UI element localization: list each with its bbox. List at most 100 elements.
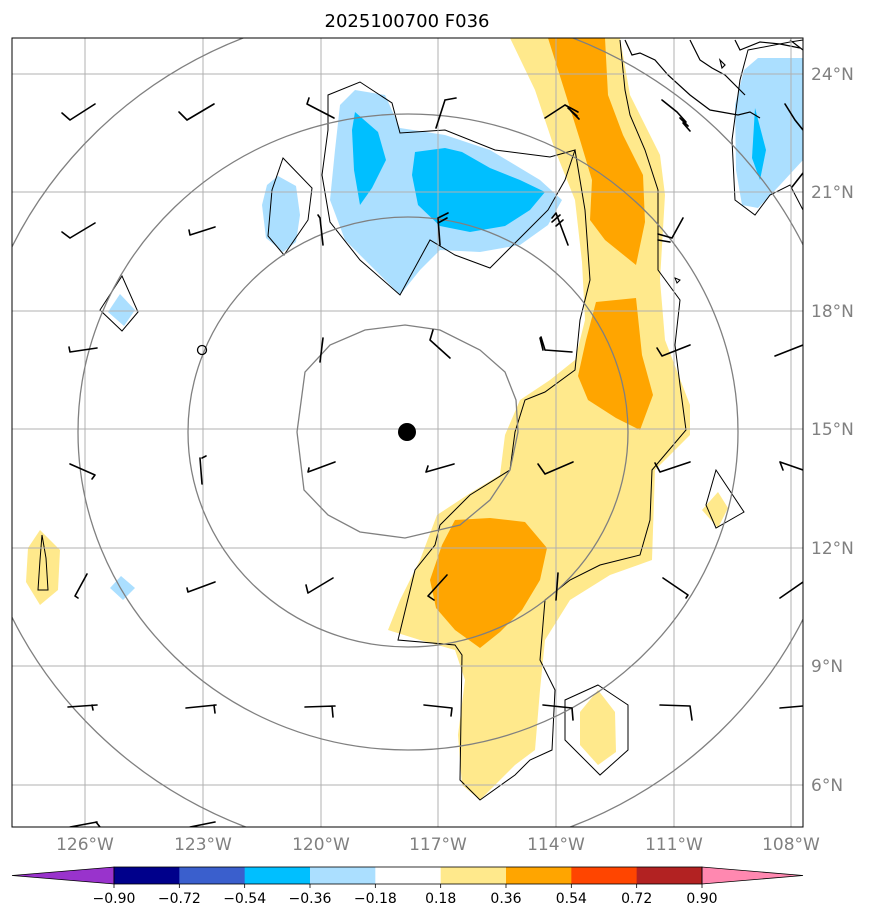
lon-label: 114°W [527,835,585,855]
lon-label: 120°W [292,835,350,855]
wind-barb [305,577,334,594]
lat-label: 24°N [811,65,854,85]
wind-barb [188,226,216,236]
wind-barb [657,217,684,243]
colorbar: −0.90 −0.72 −0.54 −0.36 −0.18 0.18 0.36 0.54 0.7… [11,866,804,907]
lon-label: 111°W [645,835,703,855]
strong-positive-anomaly-shading [430,38,653,648]
latitude-labels: 24°N 21°N 18°N 15°N 12°N 9°N 6°N [811,65,854,796]
colorbar-tick-label: 0.18 [425,891,456,907]
wind-barb [67,704,98,711]
light-blue-region-small-1 [108,294,135,326]
wind-barb [189,821,216,827]
wind-barb [425,463,455,473]
range-ring-3 [77,113,739,751]
wind-barb [199,455,207,485]
wind-barb [661,99,691,132]
wind-barb [654,461,691,473]
range-ring-1 [296,324,519,539]
lat-label: 9°N [811,657,843,677]
map-content [12,38,803,827]
wind-barb [779,705,803,709]
light-blue-region-east [735,58,803,208]
colorbar-segment [636,867,703,884]
wind-barb [429,329,451,359]
storm-center-marker [398,423,416,441]
colorbar-tick-label: 0.72 [621,891,652,907]
wind-barb [662,577,689,599]
colorbar-tick-label: 0.36 [490,891,521,907]
wind-barb [178,103,215,121]
wind-barb [537,461,574,475]
colorbar-tick-label: 0.54 [556,891,587,907]
wind-barb [423,704,453,717]
wind-barb [74,573,88,599]
colorbar-segment [571,867,638,884]
colorbar-segment [506,867,572,884]
wind-barb [61,103,96,121]
wind-barb [779,581,803,599]
range-ring-2 [187,216,629,648]
wind-barb [186,581,216,593]
wind-barb [435,97,457,129]
wind-barb [304,705,336,718]
lat-label: 6°N [811,776,843,796]
orange-region-middle [578,298,653,430]
blue-region-1 [352,112,386,205]
range-rings [12,38,803,827]
calm-wind-marker [196,344,208,356]
wind-barb [427,574,448,601]
graticule [12,38,803,827]
wind-barb [659,704,693,721]
coastline [624,39,803,119]
strong-negative-anomaly-shading [352,108,766,232]
wind-barb [555,572,559,601]
wind-barb [68,346,98,353]
colorbar-segment [244,867,311,884]
blue-region-3 [752,108,766,180]
wind-barb [656,344,691,357]
lat-label: 12°N [811,539,854,559]
yellow-region-east [702,492,728,528]
colorbar-segment [440,867,507,884]
map-frame [11,37,804,828]
wind-barb [774,344,803,357]
orange-region-south [430,518,547,648]
colorbar-tick-label: −0.18 [354,891,397,907]
longitude-labels: 126°W 123°W 120°W 117°W 114°W 111°W 108°… [56,835,820,855]
wind-barbs [61,97,803,827]
wind-barb [319,337,324,363]
lat-label: 18°N [811,302,854,322]
lon-label: 123°W [174,835,232,855]
wind-barb [551,212,569,246]
colorbar-tick-label: −0.72 [158,891,201,907]
wind-barb [784,103,803,131]
colorbar-extend-low [11,866,115,885]
colorbar-tick-label: −0.54 [223,891,266,907]
lat-label: 21°N [811,183,854,203]
wind-barb [61,222,96,239]
lon-label: 108°W [762,835,820,855]
wind-barb [437,212,449,246]
wind-barb [306,97,335,119]
wind-barb [539,336,573,353]
lon-label: 117°W [409,835,467,855]
colorbar-segment [179,867,246,884]
wind-barb [69,463,96,480]
wind-barb [307,461,336,473]
wind-barb [69,821,101,827]
orange-region-north [548,38,645,265]
wind-barb [544,104,580,120]
wind-barb [185,704,217,714]
wind-barb [317,214,324,246]
colorbar-extend-high [701,866,804,885]
colorbar-tick-label: −0.90 [93,891,136,907]
wind-barb [542,704,574,721]
colorbar-tick-label: 0.90 [686,891,717,907]
colorbar-segment [310,867,376,884]
map-title: 2025100700 F036 [325,11,490,32]
wind-barb [779,461,803,471]
blue-region-2 [412,148,545,232]
colorbar-border [113,866,703,885]
